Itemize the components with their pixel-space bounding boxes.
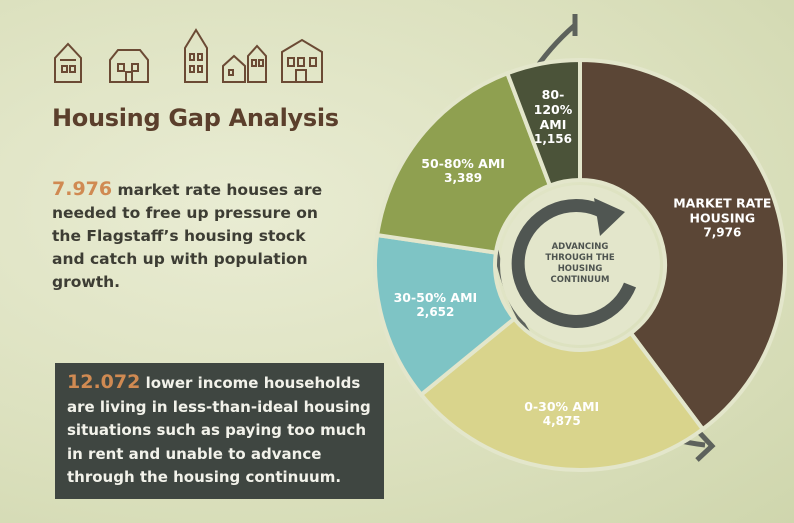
- arc-arrow: [695, 428, 716, 462]
- slice-value: 2,652: [416, 304, 455, 319]
- slice-value: 7,976: [703, 225, 742, 240]
- slice-value: 4,875: [542, 413, 581, 428]
- slice-category: MARKET RATE HOUSING: [673, 195, 772, 226]
- slice-value: 1,156: [533, 132, 572, 147]
- slice: [374, 70, 553, 255]
- slice-label: MARKET RATE HOUSING 7,976: [672, 195, 772, 240]
- slice-category: 80-120% AMI: [533, 87, 573, 133]
- slice-value: 3,389: [444, 170, 483, 185]
- slice-label: 50-80% AMI 3,389: [413, 156, 513, 186]
- slice: [578, 57, 787, 433]
- intro: 7.976 market rate houses are needed to f…: [52, 178, 327, 294]
- house-icons: [54, 28, 323, 83]
- slice-category: 0-30% AMI: [524, 398, 600, 414]
- slice-label: 0-30% AMI 4,875: [512, 399, 612, 429]
- callout-text: lower income households are living in le…: [67, 374, 371, 486]
- slice: [504, 57, 582, 189]
- slice: [373, 232, 517, 398]
- center-arrow: [511, 199, 637, 328]
- slice-label: 30-50% AMI 2,652: [385, 290, 485, 320]
- center-arrowhead: [594, 198, 625, 236]
- slice-category: 50-80% AMI: [421, 155, 505, 171]
- center-text: ADVANCING THROUGH THE HOUSING CONTINUUM: [545, 242, 615, 285]
- intro-highlight: 7.976: [52, 178, 113, 200]
- callout: 12.072 lower income households are livin…: [55, 363, 384, 499]
- title: Housing Gap Analysis: [52, 104, 339, 132]
- slice: [418, 315, 706, 472]
- callout-highlight: 12.072: [67, 371, 141, 393]
- slice-category: 30-50% AMI: [393, 289, 478, 305]
- intro-text: market rate houses are needed to free up…: [52, 181, 323, 291]
- slice-label: 80-120% AMI 1,156: [523, 87, 583, 147]
